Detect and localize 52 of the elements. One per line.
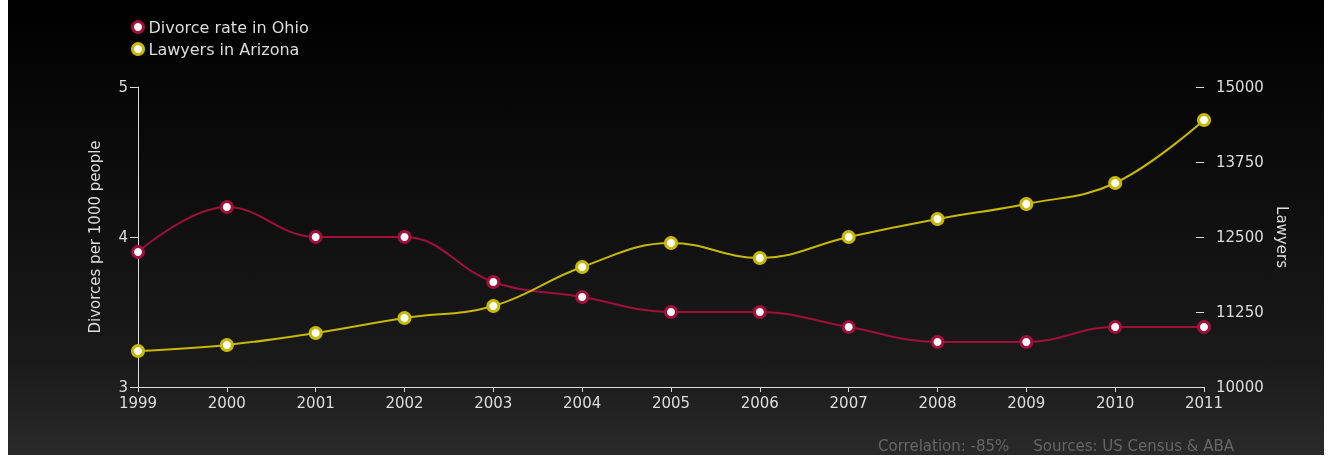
legend-label: Lawyers in Arizona bbox=[148, 39, 300, 59]
point bbox=[1108, 176, 1123, 190]
point bbox=[841, 320, 856, 334]
point bbox=[1019, 335, 1034, 349]
y2-tick-label: 11250 bbox=[1216, 303, 1264, 321]
y2-axis-title: Lawyers bbox=[1273, 206, 1292, 269]
x-tick-label: 2010 bbox=[1096, 393, 1135, 412]
x-tick-label: 2005 bbox=[651, 393, 691, 412]
point bbox=[1197, 113, 1211, 127]
y2-tick-label: 15000 bbox=[1216, 78, 1264, 96]
point bbox=[575, 260, 590, 274]
x-tick-label: 1999 bbox=[118, 393, 158, 412]
point bbox=[575, 290, 590, 304]
x-tick-label: 2009 bbox=[1007, 393, 1046, 412]
x-tick-label: 2000 bbox=[207, 393, 246, 412]
point bbox=[664, 305, 678, 319]
y-axis-title: Divorces per 1000 people bbox=[85, 140, 104, 334]
x-tick-label: 2001 bbox=[296, 393, 335, 412]
x-tick-label: 2006 bbox=[740, 393, 779, 412]
point bbox=[219, 338, 234, 352]
y2-tick-label: 12500 bbox=[1216, 228, 1264, 246]
point bbox=[486, 275, 501, 289]
point bbox=[930, 335, 945, 349]
y-tick-label: 3 bbox=[118, 378, 128, 396]
point bbox=[1108, 320, 1123, 334]
point bbox=[664, 236, 678, 250]
point bbox=[308, 326, 323, 340]
point bbox=[752, 305, 767, 319]
point bbox=[397, 230, 412, 244]
y-tick-label: 4 bbox=[118, 228, 128, 246]
point bbox=[131, 245, 145, 259]
point bbox=[841, 230, 856, 244]
point bbox=[1197, 320, 1211, 334]
point bbox=[308, 230, 323, 244]
x-tick-label: 2003 bbox=[474, 393, 513, 412]
x-tick-label: 2008 bbox=[918, 393, 957, 412]
legend-label: Divorce rate in Ohio bbox=[148, 17, 309, 37]
point bbox=[1019, 197, 1034, 211]
point bbox=[930, 212, 945, 226]
text: Correlation: -85% Sources: US Census & ABA bbox=[878, 436, 1235, 455]
x-tick-label: 2004 bbox=[563, 393, 602, 412]
x-tick-label: 2002 bbox=[385, 393, 424, 412]
point bbox=[131, 344, 145, 358]
x-tick-label: 2007 bbox=[829, 393, 868, 412]
point bbox=[752, 251, 767, 265]
point bbox=[397, 311, 412, 325]
x-tick-label: 2011 bbox=[1184, 393, 1224, 412]
point bbox=[219, 200, 234, 214]
y2-tick-label: 13750 bbox=[1216, 153, 1264, 171]
point bbox=[486, 299, 501, 313]
y2-tick-label: 10000 bbox=[1216, 378, 1264, 396]
y-tick-label: 5 bbox=[118, 78, 128, 96]
